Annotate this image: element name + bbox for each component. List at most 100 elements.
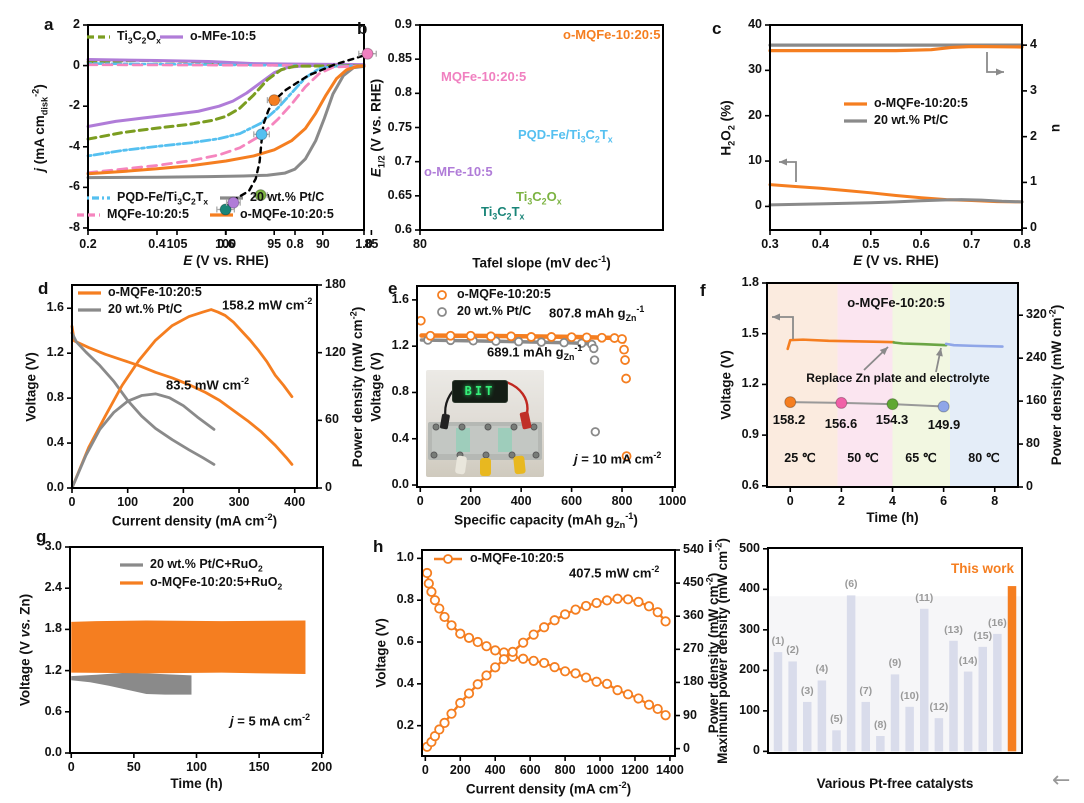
y-tick-label: 0.85	[387, 51, 412, 66]
x-tick-label: 800	[611, 494, 633, 508]
marker	[559, 609, 571, 620]
legend-entry: o-MQFe-10:20:5	[108, 285, 202, 299]
marker	[643, 699, 655, 710]
marker	[580, 672, 592, 683]
annotation: o-MQFe-10:20:5	[847, 295, 945, 310]
x-tick-label: 200	[172, 495, 194, 509]
marker	[589, 355, 600, 365]
marker	[498, 654, 510, 665]
annotation: 83.5 mW cm-2	[166, 376, 250, 393]
y-tick-label: 300	[739, 621, 760, 636]
marker	[652, 703, 663, 715]
marker	[591, 597, 602, 609]
y-tick-label: -2	[68, 98, 80, 113]
annotation: 807.8 mAh gZn-1	[549, 304, 645, 323]
line-series	[768, 44, 1024, 53]
marker	[549, 615, 560, 626]
marker	[490, 662, 501, 673]
x-tick-label: 8	[991, 494, 999, 508]
battery-cell-graphic	[428, 380, 542, 476]
y2-tick-label: 0	[1030, 220, 1037, 235]
x-tick-label: 0.7	[962, 237, 981, 251]
y-tick-label: 1.8	[44, 621, 62, 636]
y-axis-title: Voltage (V)	[373, 618, 389, 688]
legend-entry: o-MFe-10:5	[190, 29, 256, 43]
y-tick-label: 0.6	[741, 477, 759, 492]
marker	[455, 697, 466, 709]
panel-label-f: f	[700, 281, 706, 300]
bar-label: (10)	[900, 689, 919, 702]
panel-label-i: i	[708, 537, 713, 556]
bar	[817, 680, 827, 752]
annotation: 25 ℃	[784, 451, 816, 465]
y-tick-label: 1.6	[46, 300, 64, 315]
bar	[905, 706, 914, 752]
marker	[835, 396, 848, 409]
legend-entry: o-MQFe-10:20:5	[470, 551, 564, 565]
line-series	[86, 64, 366, 180]
marker	[570, 604, 581, 615]
y-tick-label: 2	[73, 17, 80, 32]
x-tick-label: 200	[460, 494, 482, 508]
marker	[219, 203, 232, 216]
bar	[876, 735, 885, 752]
y-tick-label: 0	[753, 743, 760, 758]
marker	[434, 724, 445, 735]
line-series	[70, 331, 216, 466]
x-tick-label: 0.6	[912, 237, 930, 251]
y-tick-label: 0.8	[46, 390, 64, 405]
x-tick-label: 300	[228, 495, 250, 509]
bar-label: (12)	[929, 701, 949, 714]
y2-tick-label: 3	[1030, 83, 1037, 98]
y-tick-label: 0.0	[391, 477, 409, 492]
back-arrow-icon[interactable]: ←	[1052, 768, 1071, 793]
annotation: 149.9	[927, 417, 961, 432]
marker	[472, 636, 483, 648]
y-tick-label: 0.7	[394, 153, 412, 168]
panel-label-h: h	[373, 537, 384, 556]
panel-label-a: a	[44, 15, 54, 34]
y2-axis-title: Power density (mW cm-2)	[348, 306, 365, 467]
red-clip	[519, 411, 532, 430]
y-tick-label: 0.9	[741, 427, 759, 442]
black-clip	[439, 413, 450, 430]
marker	[446, 708, 457, 719]
y-tick-label: 1.2	[741, 376, 759, 391]
marker	[268, 94, 281, 107]
marker	[429, 595, 441, 606]
bar-label: (13)	[944, 623, 963, 636]
marker	[439, 611, 450, 623]
bar	[803, 701, 812, 752]
marker	[570, 668, 581, 679]
bar	[963, 671, 973, 752]
x-axis-title: Specific capacity (mAh gZn-1)	[454, 511, 638, 531]
bar	[846, 595, 856, 752]
zinc-air-battery-photo: BIT	[426, 370, 544, 477]
marker	[536, 337, 547, 347]
legend-entry: o-MQFe-10:20:5+RuO2	[150, 575, 283, 592]
legend-entry: Ti3C2Ox	[117, 29, 161, 46]
marker	[463, 688, 475, 699]
band-series	[71, 672, 192, 695]
marker	[463, 632, 475, 643]
panel-label-e: e	[388, 279, 398, 298]
x-tick-label: 50	[126, 760, 141, 774]
marker	[507, 646, 518, 657]
marker	[518, 637, 529, 648]
legend-entry: 20 wt.% Pt/C	[874, 113, 949, 127]
bar-label: (16)	[988, 616, 1007, 629]
y-tick-label: 0.6	[394, 222, 412, 237]
marker	[518, 653, 529, 664]
annotation: 50 ℃	[847, 451, 879, 465]
y-tick-label: 0.9	[394, 17, 412, 32]
y-tick-label: 0	[73, 57, 80, 72]
x-tick-label: 6	[940, 494, 948, 508]
marker	[652, 607, 663, 618]
x-tick-label: 600	[519, 763, 541, 777]
y-tick-label: 1.8	[741, 275, 759, 290]
x-tick-label: 0.5	[862, 237, 880, 251]
marker	[576, 338, 587, 348]
line-series	[70, 392, 216, 490]
y-axis-title: Voltage (V vs. Zn)	[17, 593, 33, 707]
